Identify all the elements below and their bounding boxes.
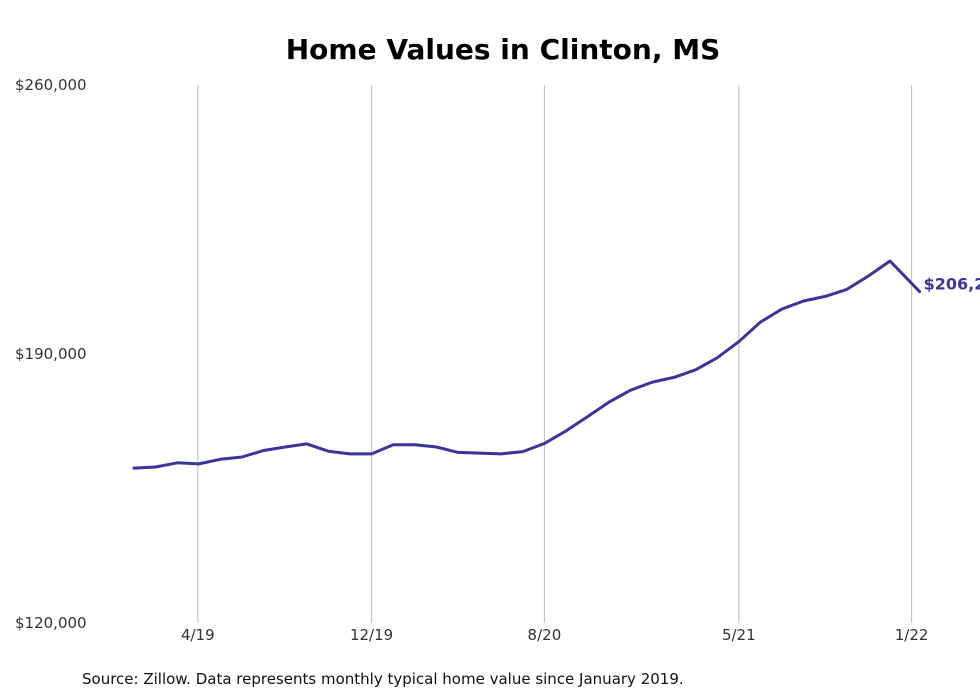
x-tick-label: 5/21 [722,626,756,644]
source-note: Source: Zillow. Data represents monthly … [82,670,684,688]
y-tick-label: $260,000 [15,76,87,94]
x-tick-label: 8/20 [528,626,562,644]
x-tick-label: 1/22 [895,626,929,644]
y-tick-label: $190,000 [15,345,87,363]
x-tick-label: 12/19 [350,626,393,644]
x-tick-label: 4/19 [181,626,215,644]
chart-title: Home Values in Clinton, MS [286,33,720,66]
x-axis: 4/19 12/19 8/20 5/21 1/22 [181,626,928,644]
y-axis: $260,000 $190,000 $120,000 [15,76,87,632]
series-line [132,259,922,470]
gridlines [197,85,913,623]
end-value-label: $206,233 [924,275,980,294]
series [132,259,922,470]
y-tick-label: $120,000 [15,614,87,632]
